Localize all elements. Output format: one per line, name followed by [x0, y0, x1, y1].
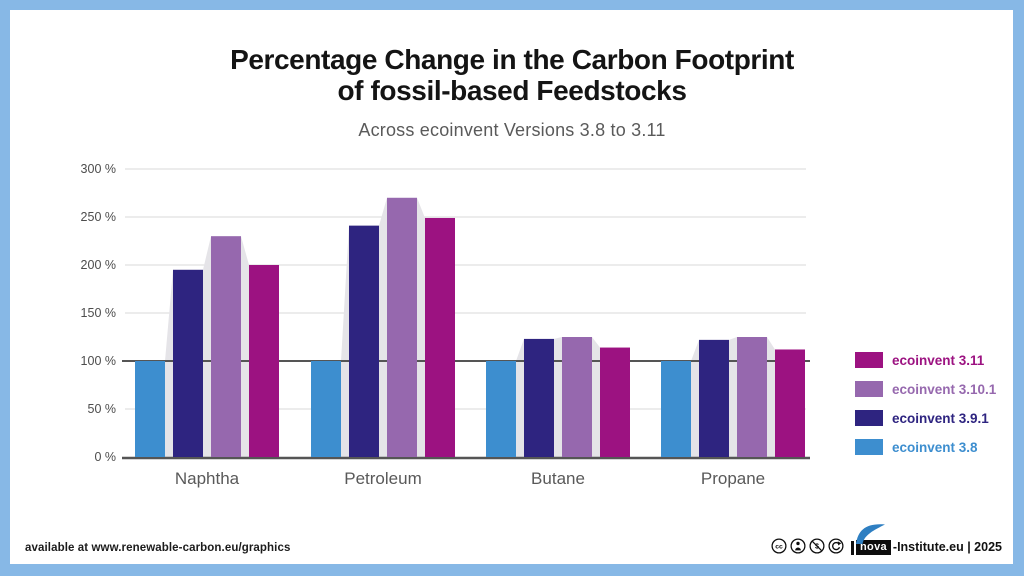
legend-item-ecoinvent-3-8: ecoinvent 3.8	[855, 437, 996, 457]
x-category-label-petroleum: Petroleum	[344, 469, 421, 488]
bar-butane-ecoinvent-3-8	[486, 361, 516, 457]
group-silhouette-petroleum	[311, 197, 455, 458]
legend-label: ecoinvent 3.8	[892, 439, 978, 455]
bar-propane-ecoinvent-3-11	[775, 349, 805, 457]
legend-item-ecoinvent-3-9-1: ecoinvent 3.9.1	[855, 408, 996, 428]
bar-naphtha-ecoinvent-3-11	[249, 265, 279, 457]
legend-swatch-ecoinvent-3-11	[855, 352, 883, 368]
legend-label: ecoinvent 3.9.1	[892, 410, 989, 426]
group-silhouette-propane	[661, 337, 805, 457]
chart-header: Percentage Change in the Carbon Footprin…	[0, 44, 1024, 141]
bar-petroleum-ecoinvent-3-9-1	[349, 225, 379, 457]
credit-block: cc $ nova -Institute.eu | 2025	[771, 524, 1002, 555]
bar-petroleum-ecoinvent-3-11	[425, 217, 455, 457]
credit-text: -Institute.eu | 2025	[892, 540, 1002, 554]
y-tick-label-50: 50 %	[88, 402, 117, 416]
page-subtitle: Across ecoinvent Versions 3.8 to 3.11	[358, 119, 666, 140]
y-tick-label-150: 150 %	[81, 306, 116, 320]
nova-logo-bar	[851, 541, 855, 555]
share-alike-icon	[828, 538, 844, 554]
x-category-label-butane: Butane	[531, 469, 585, 488]
bar-naphtha-ecoinvent-3-10-1	[211, 236, 241, 457]
y-tick-label-200: 200 %	[81, 258, 116, 272]
nova-institute-logo: nova -Institute.eu | 2025	[851, 524, 1002, 555]
x-category-label-propane: Propane	[701, 469, 765, 488]
page-title-line1: Percentage Change in the Carbon Footprin…	[230, 44, 794, 75]
page-title: Percentage Change in the Carbon Footprin…	[0, 44, 1024, 107]
nova-logo-box: nova	[856, 540, 891, 555]
y-tick-label-250: 250 %	[81, 210, 116, 224]
bar-petroleum-ecoinvent-3-10-1	[387, 197, 417, 458]
cc-icon: cc	[771, 538, 787, 554]
bar-naphtha-ecoinvent-3-8	[135, 361, 165, 457]
group-silhouette-butane	[486, 337, 630, 457]
group-silhouette-naphtha	[135, 236, 279, 457]
non-commercial-icon: $	[809, 538, 825, 554]
svg-text:cc: cc	[775, 543, 783, 550]
bar-petroleum-ecoinvent-3-8	[311, 361, 341, 457]
license-icons: cc $	[771, 538, 844, 555]
y-tick-label-100: 100 %	[81, 354, 116, 368]
nova-swoosh-icon	[856, 524, 886, 544]
legend-item-ecoinvent-3-10-1: ecoinvent 3.10.1	[855, 379, 996, 399]
bar-naphtha-ecoinvent-3-9-1	[173, 269, 203, 457]
bar-propane-ecoinvent-3-9-1	[699, 339, 729, 457]
legend-label: ecoinvent 3.10.1	[892, 381, 997, 397]
bar-propane-ecoinvent-3-10-1	[737, 337, 767, 457]
bar-butane-ecoinvent-3-9-1	[524, 338, 554, 457]
bar-propane-ecoinvent-3-8	[661, 361, 691, 457]
attribution-icon	[790, 538, 806, 554]
source-note: available at www.renewable-carbon.eu/gra…	[25, 542, 291, 554]
bar-butane-ecoinvent-3-11	[600, 347, 630, 457]
legend-swatch-ecoinvent-3-8	[855, 439, 883, 455]
legend-item-ecoinvent-3-11: ecoinvent 3.11	[855, 350, 996, 370]
x-category-label-naphtha: Naphtha	[175, 469, 240, 488]
legend-swatch-ecoinvent-3-10-1	[855, 381, 883, 397]
chart-legend: ecoinvent 3.11 ecoinvent 3.10.1 ecoinven…	[855, 350, 996, 466]
legend-swatch-ecoinvent-3-9-1	[855, 410, 883, 426]
y-tick-label-0: 0 %	[94, 450, 116, 464]
legend-label: ecoinvent 3.11	[892, 352, 985, 368]
page-title-line2: of fossil-based Feedstocks	[337, 75, 687, 107]
bar-butane-ecoinvent-3-10-1	[562, 337, 592, 457]
y-tick-label-300: 300 %	[81, 162, 116, 176]
